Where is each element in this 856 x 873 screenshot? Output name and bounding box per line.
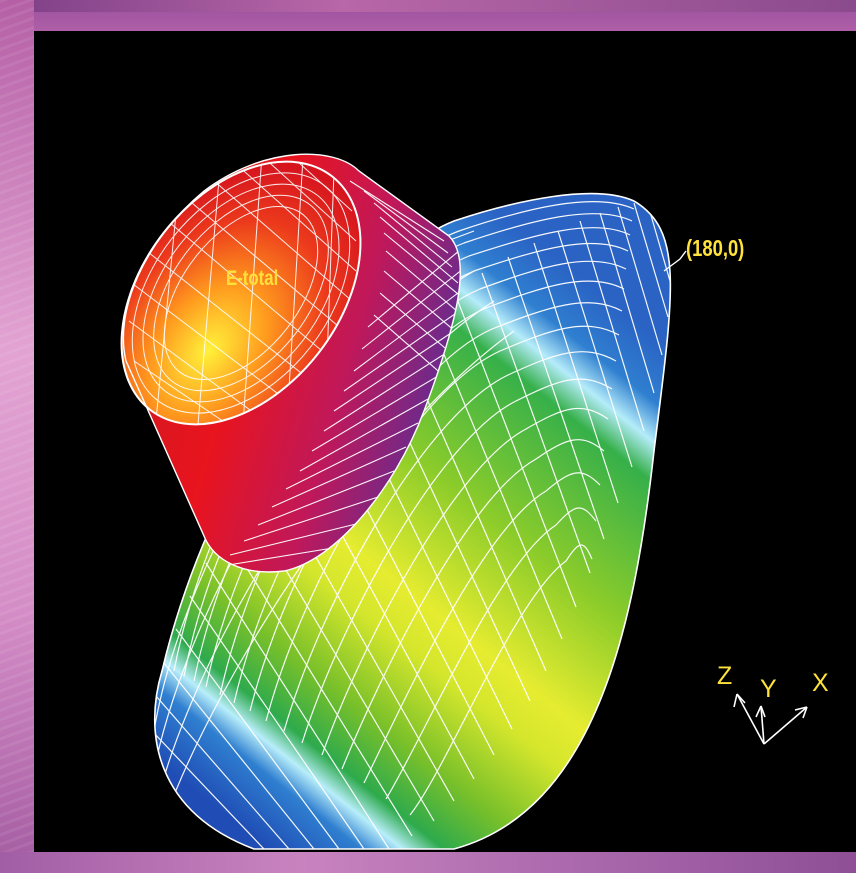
- axis-triad: [733, 693, 808, 745]
- top-border: [0, 0, 856, 12]
- bottom-border: [0, 852, 856, 873]
- axis-label-z: Z: [717, 662, 733, 690]
- coordinate-label: (180,0): [686, 235, 745, 261]
- left-border: [0, 0, 34, 873]
- render-viewport: E-total (180,0) Z Y X: [34, 31, 856, 852]
- surface-plot: [120, 120, 808, 850]
- axis-label-y: Y: [760, 675, 777, 703]
- cylinder-surface: [120, 120, 461, 573]
- surface-label: E-total: [226, 267, 279, 290]
- label-leader-line: [663, 250, 687, 272]
- axis-label-x: X: [812, 669, 829, 697]
- flange-surface: [153, 192, 672, 850]
